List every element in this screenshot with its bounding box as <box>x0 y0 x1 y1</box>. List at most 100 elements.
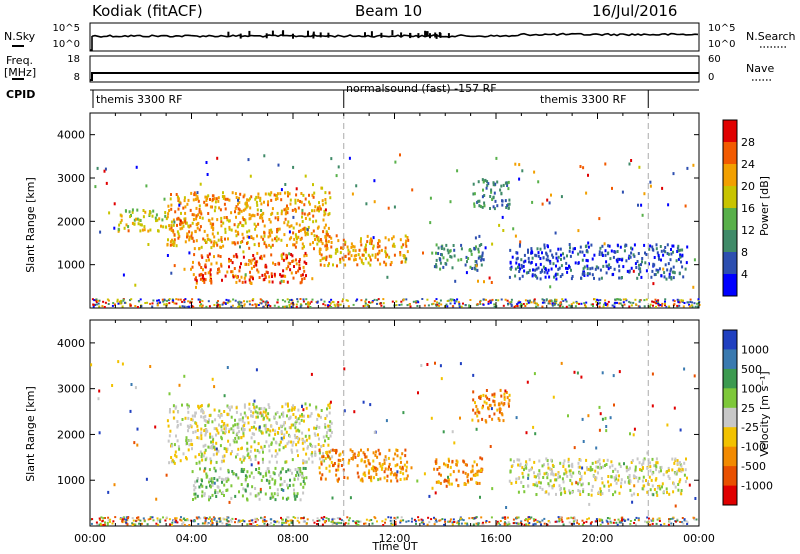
data-cell <box>500 401 503 405</box>
data-cell <box>354 455 357 459</box>
data-cell <box>295 443 298 447</box>
data-cell <box>521 265 524 269</box>
data-cell <box>194 486 197 490</box>
data-cell <box>328 262 330 266</box>
data-cell <box>626 269 629 273</box>
data-cell <box>192 273 195 277</box>
data-cell <box>131 522 134 525</box>
data-cell <box>236 241 239 245</box>
data-cell <box>253 265 256 268</box>
data-cell <box>175 517 178 520</box>
data-cell <box>293 478 296 482</box>
data-cell <box>132 523 135 526</box>
data-cell <box>95 303 98 306</box>
data-cell <box>297 436 300 440</box>
data-cell <box>477 180 480 184</box>
data-cell <box>198 485 201 489</box>
data-cell <box>172 218 175 222</box>
data-cell <box>111 384 114 387</box>
data-cell <box>127 225 130 229</box>
data-cell <box>616 250 619 253</box>
data-cell <box>195 281 198 285</box>
colorbar-swatch <box>723 466 737 486</box>
data-cell <box>128 210 131 214</box>
data-cell <box>181 522 184 525</box>
data-cell <box>695 518 698 521</box>
data-cell <box>372 469 375 473</box>
data-cell <box>532 523 535 526</box>
data-cell <box>214 200 217 204</box>
data-cell <box>216 271 219 275</box>
data-cell <box>170 203 173 207</box>
data-cell <box>206 233 209 237</box>
data-cell <box>476 414 479 418</box>
data-cell <box>129 299 131 302</box>
data-cell <box>477 522 480 525</box>
data-cell <box>435 298 438 301</box>
data-cell <box>268 444 271 448</box>
data-cell <box>186 305 189 308</box>
data-cell <box>402 411 405 415</box>
data-cell <box>318 201 320 205</box>
data-cell <box>163 298 166 301</box>
data-cell <box>300 192 303 195</box>
data-cell <box>373 298 376 301</box>
data-cell <box>359 520 362 523</box>
data-cell <box>436 467 439 471</box>
data-cell <box>628 269 631 273</box>
data-cell <box>352 453 355 457</box>
data-cell <box>249 281 252 285</box>
data-cell <box>518 270 521 273</box>
data-cell <box>289 268 292 272</box>
data-cell <box>134 305 137 307</box>
nsky-spike <box>409 33 412 39</box>
data-cell <box>337 477 340 481</box>
data-cell <box>227 439 230 443</box>
data-cell <box>365 464 368 468</box>
data-cell <box>337 458 340 462</box>
data-cell <box>297 440 300 444</box>
data-cell <box>311 193 314 197</box>
data-cell <box>237 202 239 206</box>
data-cell <box>636 457 639 461</box>
data-cell <box>476 200 479 204</box>
data-cell <box>291 254 294 258</box>
data-cell <box>364 247 367 251</box>
data-cell <box>670 522 673 525</box>
data-cell <box>231 304 234 307</box>
data-cell <box>634 518 636 521</box>
data-cell <box>663 275 666 279</box>
data-cell <box>344 254 347 258</box>
data-cell <box>595 518 598 521</box>
data-cell <box>544 267 547 270</box>
data-cell <box>258 407 261 411</box>
data-cell <box>466 479 469 483</box>
data-cell <box>198 228 201 232</box>
data-cell <box>305 452 308 456</box>
data-cell <box>268 433 271 437</box>
data-cell <box>224 430 227 434</box>
data-cell <box>269 486 272 490</box>
data-cell <box>673 300 676 303</box>
data-cell <box>399 478 402 481</box>
data-cell <box>555 277 558 281</box>
data-cell <box>305 262 308 265</box>
data-cell <box>265 304 268 307</box>
data-cell <box>216 491 219 495</box>
data-cell <box>446 248 449 252</box>
data-cell <box>366 303 369 306</box>
data-cell <box>216 218 219 222</box>
data-cell <box>226 270 229 274</box>
data-cell <box>377 242 380 245</box>
data-cell <box>251 432 254 436</box>
data-cell <box>522 475 525 479</box>
data-cell <box>323 263 326 267</box>
data-cell <box>696 305 699 308</box>
data-cell <box>207 404 210 408</box>
x-tick-label: 08:00 <box>277 532 309 545</box>
data-cell <box>664 263 667 267</box>
data-cell <box>526 299 529 302</box>
data-cell <box>217 254 220 258</box>
data-cell <box>173 220 176 224</box>
data-cell <box>119 302 122 305</box>
